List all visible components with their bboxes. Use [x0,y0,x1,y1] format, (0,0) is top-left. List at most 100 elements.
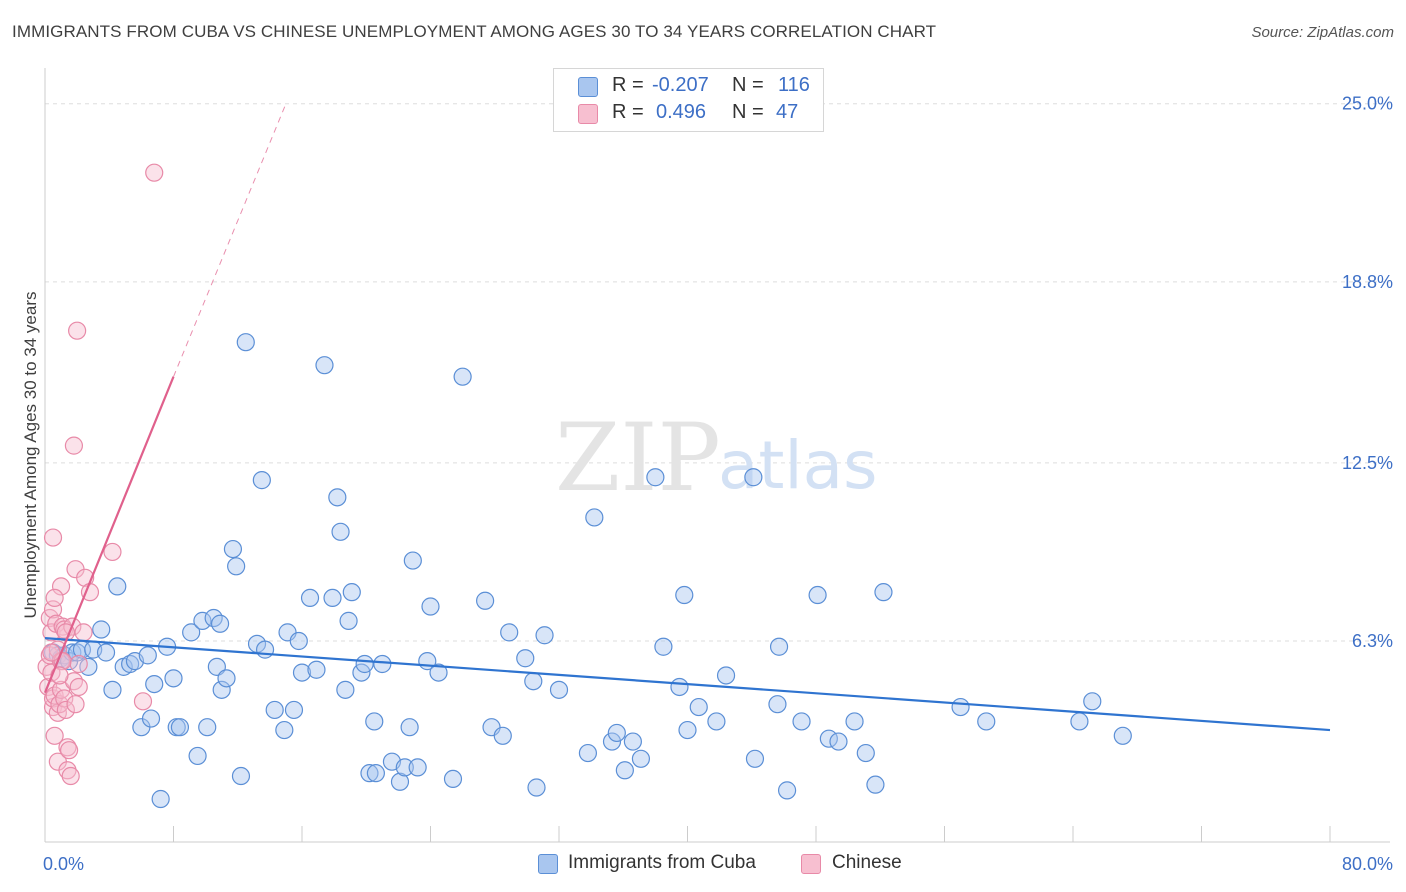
legend-label-cuba: Immigrants from Cuba [568,852,756,873]
cuba-point [808,585,827,605]
cuba-point [300,588,320,608]
cuba-point [138,646,157,665]
cuba-point [400,718,419,737]
cuba-point [675,585,694,605]
cuba-point [366,764,385,783]
y-tick-label: 6.3% [1352,631,1393,651]
cuba-point [623,732,642,751]
cuba-point [745,749,765,768]
series-legend: Immigrants from Cuba Chinese [0,852,1406,876]
cuba-point [707,712,726,731]
cuba-point [476,591,495,610]
chinese-point [61,766,80,786]
chinese-points [37,163,164,786]
cuba-point [1083,692,1102,711]
r-value: -0.207 [652,74,709,96]
source-label: Source: ZipAtlas.com [1251,24,1394,41]
cuba-point [769,637,789,656]
cuba-point [390,772,410,791]
n-value: 47 [776,101,799,123]
cuba-point [92,620,111,639]
cuba-point [170,718,190,737]
n-label: N = [732,101,764,123]
cuba-point [670,677,689,697]
chinese-point [64,436,84,455]
cuba-point [328,488,347,507]
cuba-point [164,669,183,688]
cuba-point [977,712,996,731]
trend-lines [43,103,1331,732]
cuba-point [323,588,342,608]
cuba-points [43,333,1132,809]
legend-label-chinese: Chinese [832,852,902,873]
cuba-point [654,637,673,656]
cuba-point [339,611,358,630]
gridlines [45,103,1390,642]
cuba-point [856,743,875,763]
r-label: R = [612,74,644,96]
chinese-point [68,321,87,340]
chinese-point [45,726,64,745]
tick-labels: 6.3% 12.5% 18.8% 25.0% 0.0% 80.0% [43,94,1393,874]
chinese-point [51,577,71,596]
cuba-point [188,746,207,766]
cuba-point [265,700,284,720]
cuba-point [360,764,379,783]
cuba-point [585,508,604,527]
correlation-legend: R = -0.207 N = 116 R = 0.496 N = 47 [553,68,824,132]
cuba-point [151,789,170,809]
r-label: R = [612,101,644,123]
cuba-point [403,551,422,570]
cuba-point [874,583,893,602]
chinese-point [43,528,63,547]
legend-row-cuba: R = -0.207 N = 116 [554,74,823,100]
chinese-point [58,738,77,757]
chinese-point [42,643,61,662]
cuba-point [342,583,361,602]
cuba-point [777,781,797,800]
cuba-point [193,611,212,630]
cuba-point [210,614,230,633]
cuba-point [275,720,294,740]
cuba-point [631,749,651,768]
cuba-point [395,758,414,777]
cuba-point [744,468,763,487]
cuba-point [365,712,384,731]
cuba-point [1070,712,1089,731]
cuba-point [121,654,140,674]
y-tick-label: 12.5% [1342,453,1393,473]
cuba-point [516,649,535,668]
cuba-point [182,623,201,642]
cuba-point [1113,726,1132,745]
y-tick-label: 18.8% [1342,272,1393,292]
watermark-atlas: atlas [718,427,878,504]
cuba-point [292,663,312,682]
cuba-point [231,766,251,786]
cuba-swatch [578,77,598,97]
cuba-point [527,778,546,797]
cuba-point [252,471,271,490]
chinese-swatch [801,854,821,874]
cuba-point [549,680,569,699]
cuba-point [307,660,326,679]
cuba-point [108,577,127,596]
x-tick-label-min: 0.0% [43,854,84,874]
chinese-point [103,542,122,562]
cuba-point [689,697,708,717]
chinese-point [74,623,93,642]
x-tick-label-max: 80.0% [1342,854,1393,874]
cuba-point [453,367,472,386]
cuba-point [408,758,427,777]
r-value: 0.496 [656,101,707,123]
cuba-point [141,709,161,728]
chinese-trend-extension [173,103,287,377]
chinese-point [66,695,85,714]
cuba-point [866,775,885,794]
chinese-swatch [578,104,598,124]
chinese-trend-line [43,376,175,694]
chinese-point [56,700,75,720]
cuba-point [355,654,374,674]
cuba-point [284,700,304,720]
chinese-point [55,689,74,708]
